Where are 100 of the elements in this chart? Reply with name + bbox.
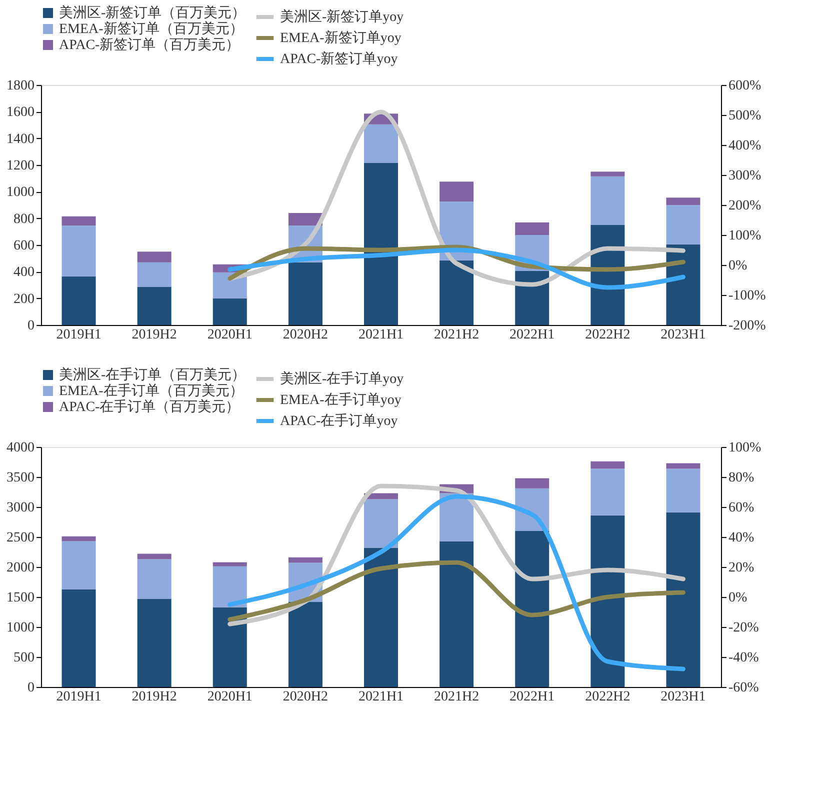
y-tick-label: 3000 [6, 500, 34, 516]
y2-tick-label: -60% [728, 680, 760, 696]
y2-tick-label: 100% [728, 440, 762, 456]
x-tick-label: 2019H2 [132, 328, 177, 342]
legend-label: APAC-新签订单（百万美元） [59, 37, 240, 53]
x-tick-label: 2020H2 [282, 328, 328, 342]
line-series [228, 494, 686, 672]
x-tick-label: 2023H1 [660, 328, 706, 342]
y2-tick-label: 60% [728, 500, 754, 516]
y-tick-label: 1600 [6, 105, 34, 120]
bar [590, 176, 625, 225]
bar [590, 515, 625, 687]
y-tick-label: 800 [14, 212, 34, 227]
y-tick-label: 4000 [6, 440, 34, 456]
y2-tick-label: 100% [728, 228, 762, 244]
legend-label: EMEA-新签订单（百万美元） [59, 21, 244, 37]
bar [137, 262, 172, 287]
legend-label: APAC-新签订单yoy [280, 51, 398, 67]
bar [590, 468, 625, 516]
y2-tick-label: -20% [728, 620, 760, 636]
bar [62, 226, 96, 276]
bar [666, 468, 700, 512]
bar [515, 271, 550, 325]
y-tick-label: 600 [14, 238, 34, 254]
bar [364, 124, 398, 163]
bar [666, 244, 700, 325]
legend-label: 美洲区-新签订单yoy [280, 9, 404, 25]
y2-tick-label: 80% [728, 470, 754, 486]
y2-tick-label: 0% [728, 258, 748, 274]
bar [590, 172, 625, 176]
bar [137, 252, 172, 262]
line-series [228, 484, 686, 626]
y-tick-label: 1400 [6, 132, 34, 147]
legend-label: EMEA-新签订单yoy [280, 30, 402, 46]
y-tick-label: 2000 [6, 560, 34, 576]
y-tick-label: 0 [28, 680, 34, 696]
bar [364, 499, 398, 548]
bar [364, 163, 398, 325]
bar [212, 298, 247, 325]
x-tick-label: 2021H2 [434, 328, 480, 342]
bar [515, 531, 550, 687]
bar [62, 536, 96, 542]
bar [440, 541, 474, 687]
legend-label: 美洲区-在手订单（百万美元） [59, 367, 246, 383]
bar [440, 182, 474, 202]
bar [62, 216, 96, 226]
bar [62, 589, 96, 687]
y2-tick-label: -200% [728, 318, 766, 334]
x-tick-label: 2023H1 [660, 690, 706, 704]
y-tick-label: 2500 [6, 530, 34, 546]
legend-label: 美洲区-新签订单（百万美元） [59, 5, 246, 21]
bar [62, 276, 96, 325]
legend-label: 美洲区-在手订单yoy [280, 371, 404, 387]
bar [515, 222, 550, 235]
y2-tick-label: 40% [728, 530, 754, 546]
bar [515, 478, 550, 488]
x-tick-label: 2021H1 [358, 328, 404, 342]
y-tick-label: 1000 [6, 620, 34, 636]
y-tick-label: 1500 [6, 590, 34, 606]
y2-tick-label: 400% [728, 138, 762, 154]
bar [666, 463, 700, 469]
bar [62, 541, 96, 590]
x-tick-label: 2022H1 [510, 328, 555, 342]
x-tick-label: 2020H1 [207, 690, 252, 704]
bar [440, 260, 474, 325]
y-tick-label: 1000 [6, 185, 34, 200]
bar [288, 262, 322, 325]
y-tick-label: 400 [14, 265, 34, 280]
bar [666, 198, 700, 205]
bar [137, 559, 172, 599]
line-series [228, 248, 686, 290]
line-series [228, 560, 686, 622]
legend-label: EMEA-在手订单（百万美元） [59, 383, 244, 399]
bar [137, 554, 172, 560]
y2-tick-label: 20% [728, 560, 754, 576]
y2-tick-label: 500% [728, 108, 762, 124]
bar [288, 602, 322, 687]
x-tick-label: 2020H2 [282, 690, 328, 704]
y2-tick-label: 200% [728, 198, 762, 214]
bar [212, 607, 247, 687]
bar [666, 205, 700, 244]
y2-tick-label: -40% [728, 650, 760, 666]
x-tick-label: 2022H1 [510, 690, 555, 704]
bar [212, 562, 247, 566]
y-tick-label: 3500 [6, 470, 34, 486]
bar [666, 512, 700, 687]
bar [137, 598, 172, 687]
y2-tick-label: 600% [728, 78, 762, 94]
y2-tick-label: -100% [728, 288, 766, 304]
x-tick-label: 2020H1 [207, 328, 252, 342]
y2-tick-label: 300% [728, 168, 762, 184]
bar [364, 548, 398, 687]
bar [590, 461, 625, 469]
bar [212, 566, 247, 608]
x-tick-label: 2021H2 [434, 690, 480, 704]
x-tick-label: 2019H1 [56, 328, 102, 342]
y-tick-label: 200 [14, 292, 34, 307]
x-tick-label: 2019H2 [132, 690, 177, 704]
x-tick-label: 2019H1 [56, 690, 102, 704]
bar [288, 557, 322, 563]
